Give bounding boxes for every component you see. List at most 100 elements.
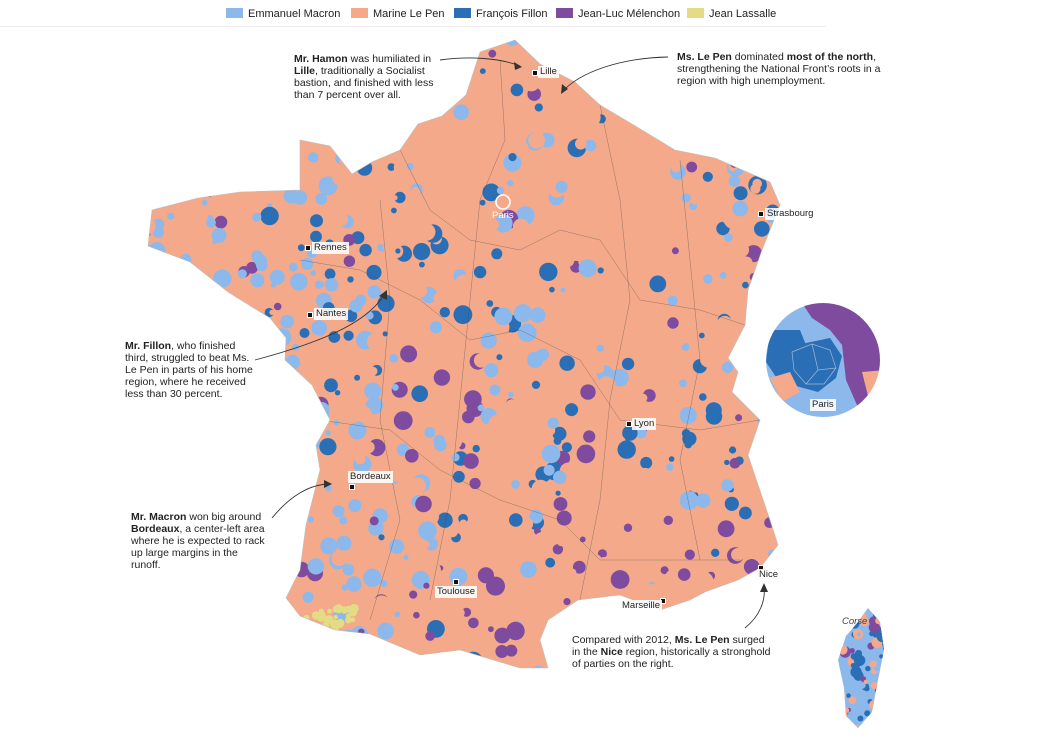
commune-melenchon — [405, 449, 419, 463]
commune-fillon — [496, 354, 503, 361]
commune-lepen — [648, 490, 666, 508]
commune-lepen — [271, 250, 286, 265]
commune-lepen — [290, 525, 305, 540]
border-line — [579, 104, 631, 601]
commune-melenchon — [553, 497, 568, 511]
commune-fillon — [164, 483, 171, 490]
commune-melenchon — [554, 639, 562, 648]
commune-fillon — [437, 512, 453, 528]
commune-melenchon — [476, 667, 489, 668]
commune-lepen — [417, 544, 425, 552]
commune-lepen — [344, 170, 353, 179]
inset-area-lepen — [770, 372, 800, 402]
commune-lepen — [253, 337, 259, 343]
commune-macron — [251, 250, 263, 262]
commune-macron — [703, 274, 713, 284]
commune-macron — [765, 165, 775, 174]
commune-lepen — [305, 484, 319, 498]
commune-macron — [288, 262, 298, 272]
commune-fillon — [230, 623, 244, 637]
commune-fillon — [739, 506, 752, 520]
commune-lepen — [346, 409, 360, 424]
commune-macron — [214, 655, 232, 668]
commune-macron — [314, 643, 327, 656]
commune-macron — [293, 391, 312, 410]
commune-macron — [389, 354, 398, 363]
commune-fillon — [273, 474, 292, 493]
commune-macron — [153, 218, 165, 230]
commune-lepen — [306, 500, 319, 512]
commune-lepen — [635, 467, 655, 487]
commune-lepen — [368, 214, 375, 221]
commune-lepen — [870, 682, 878, 690]
commune-lepen — [740, 256, 753, 269]
inset-area-fillon — [782, 338, 842, 392]
commune-lepen — [535, 213, 553, 232]
commune-lepen — [646, 58, 653, 66]
commune-lepen — [488, 414, 507, 434]
commune-macron — [179, 302, 198, 321]
commune-macron — [160, 468, 166, 474]
commune-lepen — [838, 645, 848, 655]
commune-lepen — [164, 40, 172, 42]
commune-lepen — [506, 399, 518, 411]
commune-lepen — [744, 169, 752, 177]
commune-lepen — [482, 109, 494, 121]
commune-melenchon — [393, 411, 413, 430]
commune-lepen — [637, 250, 644, 258]
commune-lepen — [331, 550, 348, 567]
border-line — [429, 59, 506, 601]
commune-macron — [745, 312, 755, 323]
commune-macron — [679, 406, 697, 424]
commune-lepen — [631, 66, 649, 84]
commune-melenchon — [243, 644, 250, 651]
commune-lassalle — [334, 604, 344, 614]
commune-macron — [719, 272, 727, 279]
commune-fillon — [314, 645, 333, 664]
commune-melenchon — [766, 96, 780, 114]
commune-melenchon — [163, 261, 177, 276]
commune-lepen — [523, 284, 531, 293]
commune-lepen — [778, 613, 780, 622]
commune-melenchon — [772, 595, 780, 605]
commune-lepen — [423, 198, 438, 212]
commune-lepen — [391, 435, 399, 443]
commune-melenchon — [488, 49, 497, 58]
commune-lepen — [326, 519, 334, 527]
commune-lepen — [860, 723, 870, 728]
commune-macron — [866, 647, 875, 656]
commune-lepen — [582, 108, 601, 127]
commune-lepen — [185, 288, 192, 296]
commune-macron — [197, 168, 207, 179]
commune-lepen — [550, 49, 558, 57]
commune-lepen — [468, 225, 474, 231]
commune-lepen — [684, 323, 698, 337]
commune-lepen — [597, 281, 614, 298]
commune-lepen — [552, 83, 560, 91]
commune-lepen — [592, 47, 611, 66]
commune-lepen — [710, 280, 727, 296]
commune-fillon — [695, 124, 705, 134]
commune-macron — [533, 665, 544, 668]
commune-lepen — [741, 115, 748, 121]
commune-lepen — [367, 549, 386, 568]
commune-macron — [258, 64, 275, 82]
city-label-nice: Nice — [757, 569, 781, 581]
commune-lepen — [415, 285, 428, 298]
paris-inset-map — [765, 302, 881, 418]
commune-macron — [681, 193, 691, 203]
commune-macron — [768, 405, 774, 411]
commune-lassalle — [349, 608, 358, 617]
commune-lepen — [362, 441, 375, 454]
commune-fillon — [472, 444, 480, 453]
commune-macron — [768, 431, 780, 445]
commune-lassalle — [327, 608, 333, 614]
commune-lepen — [393, 162, 404, 172]
annotation-bold: Mr. Hamon — [294, 53, 348, 65]
commune-macron — [242, 406, 254, 418]
commune-macron — [243, 116, 259, 131]
commune-macron — [362, 639, 375, 652]
commune-macron — [332, 505, 345, 518]
commune-melenchon — [579, 536, 586, 543]
commune-lepen — [446, 525, 459, 538]
